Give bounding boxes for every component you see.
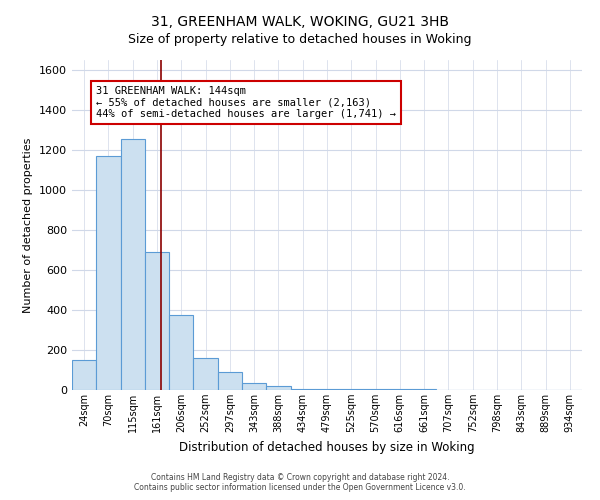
Bar — [145, 252, 169, 390]
Bar — [96, 156, 121, 390]
Bar — [193, 358, 218, 390]
Text: Size of property relative to detached houses in Woking: Size of property relative to detached ho… — [128, 32, 472, 46]
Bar — [242, 383, 266, 390]
Bar — [121, 139, 145, 390]
Bar — [169, 315, 193, 390]
Y-axis label: Number of detached properties: Number of detached properties — [23, 138, 34, 312]
Bar — [290, 389, 315, 390]
Text: Contains HM Land Registry data © Crown copyright and database right 2024.
Contai: Contains HM Land Registry data © Crown c… — [134, 473, 466, 492]
Text: 31 GREENHAM WALK: 144sqm
← 55% of detached houses are smaller (2,163)
44% of sem: 31 GREENHAM WALK: 144sqm ← 55% of detach… — [96, 86, 396, 119]
Bar — [72, 360, 96, 390]
X-axis label: Distribution of detached houses by size in Woking: Distribution of detached houses by size … — [179, 440, 475, 454]
Bar — [266, 386, 290, 390]
Text: 31, GREENHAM WALK, WOKING, GU21 3HB: 31, GREENHAM WALK, WOKING, GU21 3HB — [151, 15, 449, 29]
Bar — [218, 372, 242, 390]
